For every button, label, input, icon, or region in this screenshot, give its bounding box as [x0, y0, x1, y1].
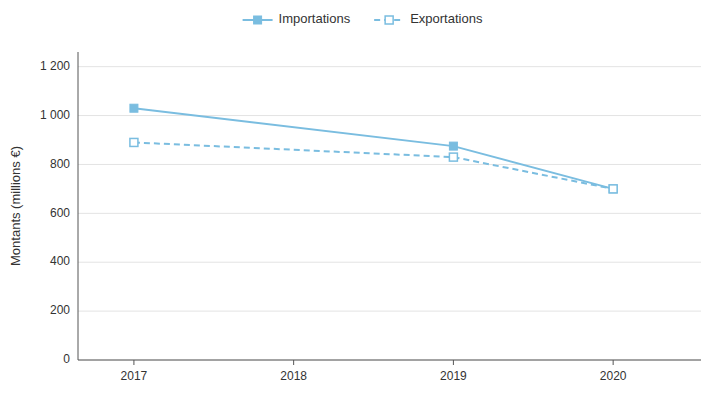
chart-svg: 0 200 400 600 800 1 000 1 200 2017 2018 2019 2020 M…: [0, 0, 725, 400]
chart-container: 0 200 400 600 800 1 000 1 200 2017 2018 2019 2020 M…: [0, 0, 725, 400]
y-tick-label: 0: [63, 352, 70, 366]
point-marker: [130, 104, 138, 112]
y-axis-label: Montants (millions €): [8, 146, 23, 266]
legend-item: Exportations: [374, 11, 483, 26]
point-marker: [609, 185, 617, 193]
y-tick-label: 600: [50, 206, 70, 220]
legend-item: Importations: [243, 11, 351, 26]
grid-line: [78, 262, 701, 263]
grid-line: [78, 66, 701, 67]
grid-line: [78, 164, 701, 165]
legend: Importations Exportations: [243, 11, 483, 26]
y-axis-line: [78, 52, 79, 360]
point-marker: [449, 153, 457, 161]
x-axis-line: [78, 360, 701, 361]
point-marker: [130, 138, 138, 146]
x-tick-label: 2019: [440, 369, 467, 383]
y-tick-label: 200: [50, 303, 70, 317]
y-tick-label: 400: [50, 254, 70, 268]
series: [130, 138, 617, 192]
series-line: [134, 108, 613, 189]
grid-line: [78, 311, 701, 312]
y-tick-label: 800: [50, 157, 70, 171]
point-marker: [449, 142, 457, 150]
x-tick-label: 2017: [121, 369, 148, 383]
legend-label: Exportations: [410, 11, 483, 26]
x-tick: [133, 360, 134, 365]
x-tick-label: 2018: [280, 369, 307, 383]
x-tick: [613, 360, 614, 365]
x-tick-label: 2020: [600, 369, 627, 383]
grid: [78, 67, 701, 360]
axes: 0 200 400 600 800 1 000 1 200 2017 2018 2019 2020: [40, 52, 701, 383]
x-tick: [293, 360, 294, 365]
legend-swatch-marker: [385, 16, 393, 24]
legend-swatch-marker: [254, 16, 262, 24]
point-marker: [609, 185, 617, 193]
grid-line: [78, 115, 701, 116]
x-tick: [453, 360, 454, 365]
y-tick-label: 1 200: [40, 59, 70, 73]
series-line: [134, 142, 613, 188]
plot-area: [130, 104, 617, 193]
series: [130, 104, 617, 193]
legend-label: Importations: [279, 11, 351, 26]
grid-line: [78, 213, 701, 214]
grid-line: [78, 360, 701, 361]
y-tick-label: 1 000: [40, 108, 70, 122]
